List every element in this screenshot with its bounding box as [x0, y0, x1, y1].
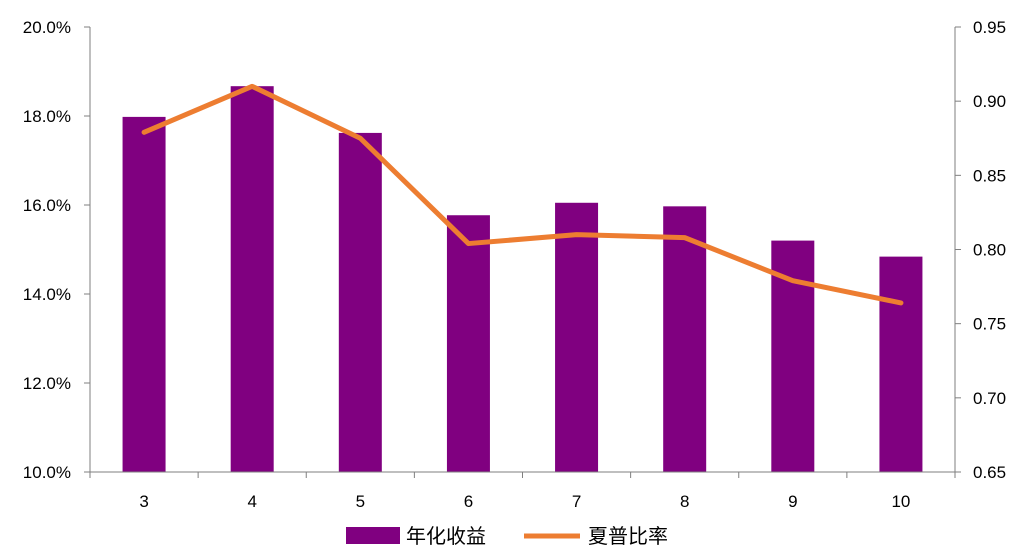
right-tick-label: 0.65	[973, 463, 1006, 482]
x-tick-label: 7	[572, 492, 581, 511]
x-tick-label: 3	[139, 492, 148, 511]
left-tick-label: 14.0%	[23, 285, 71, 304]
x-tick-label: 5	[356, 492, 365, 511]
legend-label-line: 夏普比率	[588, 524, 668, 548]
left-tick-label: 20.0%	[23, 18, 71, 37]
bar-4	[230, 86, 274, 472]
legend-label-bar: 年化收益	[406, 524, 486, 548]
x-tick-label: 9	[788, 492, 797, 511]
x-tick-label: 8	[680, 492, 689, 511]
sharpe-ratio-line	[141, 83, 904, 306]
right-tick-label: 0.85	[973, 166, 1006, 185]
bar-10	[879, 256, 923, 472]
bar-5	[338, 132, 382, 472]
bar-6	[446, 215, 490, 473]
left-tick-label: 18.0%	[23, 107, 71, 126]
left-tick-label: 10.0%	[23, 463, 71, 482]
right-tick-label: 0.75	[973, 315, 1006, 334]
x-tick-label: 10	[891, 492, 910, 511]
bar-3	[122, 116, 166, 472]
x-axis-ticks: 3 4 5 6 7 8 9 10	[89, 472, 956, 511]
right-axis-ticks: 0.65 0.70 0.75 0.80 0.85 0.90 0.95	[955, 18, 1006, 482]
x-tick-label: 4	[247, 492, 256, 511]
axes	[89, 27, 956, 473]
legend-swatch-bar	[346, 527, 400, 544]
bar-7	[555, 202, 599, 472]
left-tick-label: 12.0%	[23, 374, 71, 393]
left-tick-label: 16.0%	[23, 196, 71, 215]
right-tick-label: 0.70	[973, 389, 1006, 408]
legend: 年化收益 夏普比率	[346, 524, 668, 548]
line-series	[141, 83, 904, 306]
bar-8	[663, 206, 707, 472]
right-tick-label: 0.95	[973, 18, 1006, 37]
bar-series	[122, 86, 923, 473]
right-tick-label: 0.90	[973, 92, 1006, 111]
right-tick-label: 0.80	[973, 241, 1006, 260]
left-axis-ticks: 10.0% 12.0% 14.0% 16.0% 18.0% 20.0%	[23, 18, 90, 482]
x-tick-label: 6	[464, 492, 473, 511]
